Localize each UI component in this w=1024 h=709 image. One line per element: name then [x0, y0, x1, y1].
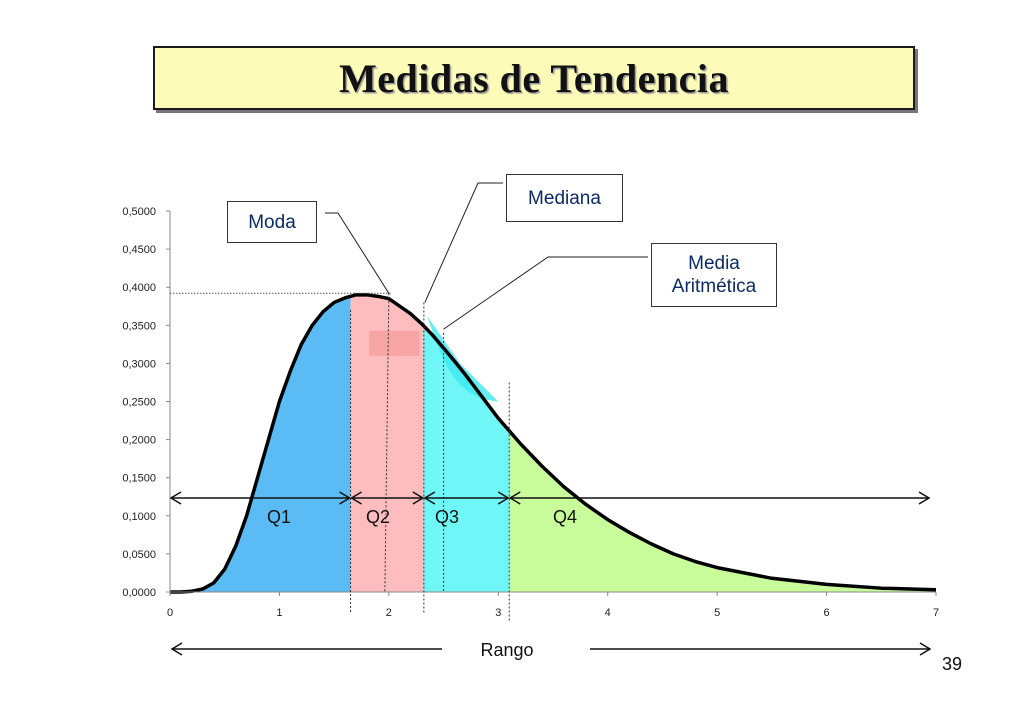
arrow-head [339, 491, 352, 505]
markers [170, 292, 510, 622]
arrow-head [412, 491, 425, 505]
y-tick-label: 0,1000 [122, 511, 156, 523]
density-curve [170, 293, 937, 594]
x-tick-label: 7 [933, 607, 939, 619]
arrow-head [170, 642, 183, 656]
arrow-head [919, 642, 932, 656]
mediana-label: Mediana [528, 187, 601, 209]
arrow-head [508, 491, 521, 505]
y-tick-label: 0,4000 [122, 282, 156, 294]
y-tick-label: 0,0000 [122, 587, 156, 599]
quartile-label-q1: Q1 [267, 507, 291, 527]
mean-highlight [427, 316, 499, 402]
arrow-head [497, 491, 510, 505]
y-tick-label: 0,2500 [122, 397, 156, 409]
arrow-head [423, 491, 436, 505]
moda-leader [325, 212, 390, 294]
quartile-area-q2 [350, 294, 424, 592]
range-label: Rango [480, 640, 533, 660]
y-tick-label: 0,4500 [122, 244, 156, 256]
mediana-leader [424, 182, 503, 303]
x-tick-label: 4 [605, 607, 611, 619]
y-tick-label: 0,0500 [122, 549, 156, 561]
quartile-label-q2: Q2 [366, 507, 390, 527]
arrow-head [918, 491, 931, 505]
callout-lines [325, 182, 648, 330]
mode-line [384, 293, 390, 593]
quartile-fills [170, 294, 936, 592]
y-tick-label: 0,5000 [122, 206, 156, 218]
x-tick-label: 0 [167, 607, 173, 619]
axes: 0,0000 0,0500 0,1000 0,1500 0,2000 0,2500 0,30… [122, 206, 939, 619]
media-label: Media Aritmética [671, 253, 757, 297]
media-callout: Media Aritmética [651, 243, 777, 307]
page-number: 39 [942, 654, 963, 674]
moda-callout: Moda [227, 201, 317, 243]
title-box: Medidas de Tendencia [153, 46, 915, 110]
arrow-head [169, 491, 182, 505]
y-tick-label: 0,3500 [122, 320, 156, 332]
x-tick-label: 3 [495, 607, 501, 619]
x-tick-label: 2 [386, 607, 392, 619]
arrow-head [350, 491, 362, 505]
quartile-area-q1 [170, 296, 351, 592]
x-tick-label: 6 [824, 607, 830, 619]
quartile-label-q3: Q3 [435, 507, 459, 527]
y-tick-label: 0,3000 [122, 358, 156, 370]
x-tick-label: 5 [714, 607, 720, 619]
quartile-area-q4 [509, 430, 936, 592]
y-tick-label: 0,2000 [122, 435, 156, 447]
x-tick-label: 1 [276, 607, 282, 619]
quartile-arrows: Q1 Q2 Q3 Q4 Rango [169, 491, 932, 660]
media-leader [443, 256, 648, 330]
density-curve-layer [170, 293, 937, 594]
y-tick-label: 0,1500 [122, 473, 156, 485]
quartile-label-q4: Q4 [553, 507, 577, 527]
page-title: Medidas de Tendencia [338, 55, 730, 101]
mode-highlight [369, 330, 420, 356]
mediana-callout: Mediana [506, 174, 623, 222]
moda-label: Moda [248, 211, 296, 233]
quartile-area-q3 [423, 326, 510, 592]
